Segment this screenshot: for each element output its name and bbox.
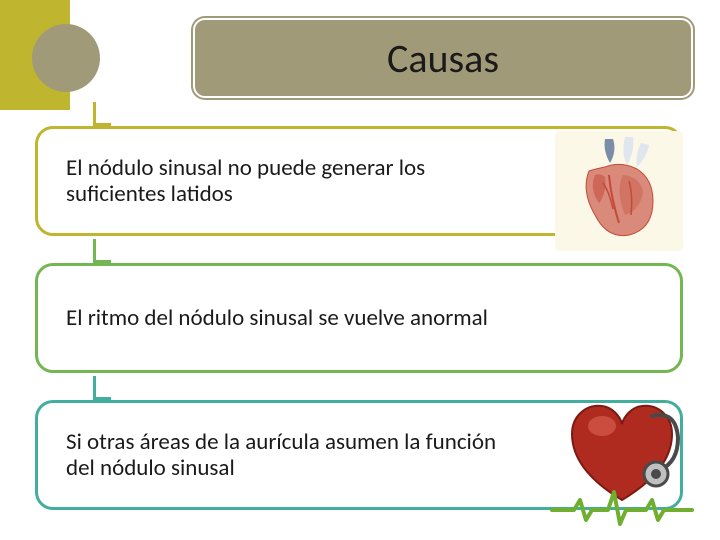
heart-ecg-icon: [548, 382, 696, 530]
heart-anatomy-illustration: [555, 131, 683, 251]
heart-ecg-illustration: [548, 382, 696, 530]
title-text: Causas: [387, 34, 499, 83]
heart-anatomy-icon: [555, 131, 683, 251]
cause-text: Si otras áreas de la aurícula asumen la …: [66, 429, 520, 482]
connector-line: [93, 376, 111, 400]
cause-text: El nódulo sinusal no puede generar los s…: [66, 155, 520, 208]
title-box: Causas: [193, 18, 693, 98]
cause-text: El ritmo del nódulo sinusal se vuelve an…: [66, 305, 488, 331]
title-decorative-circle: [32, 24, 100, 92]
connector-line: [93, 239, 111, 263]
connector-line: [93, 102, 111, 126]
cause-card: El ritmo del nódulo sinusal se vuelve an…: [35, 263, 683, 373]
